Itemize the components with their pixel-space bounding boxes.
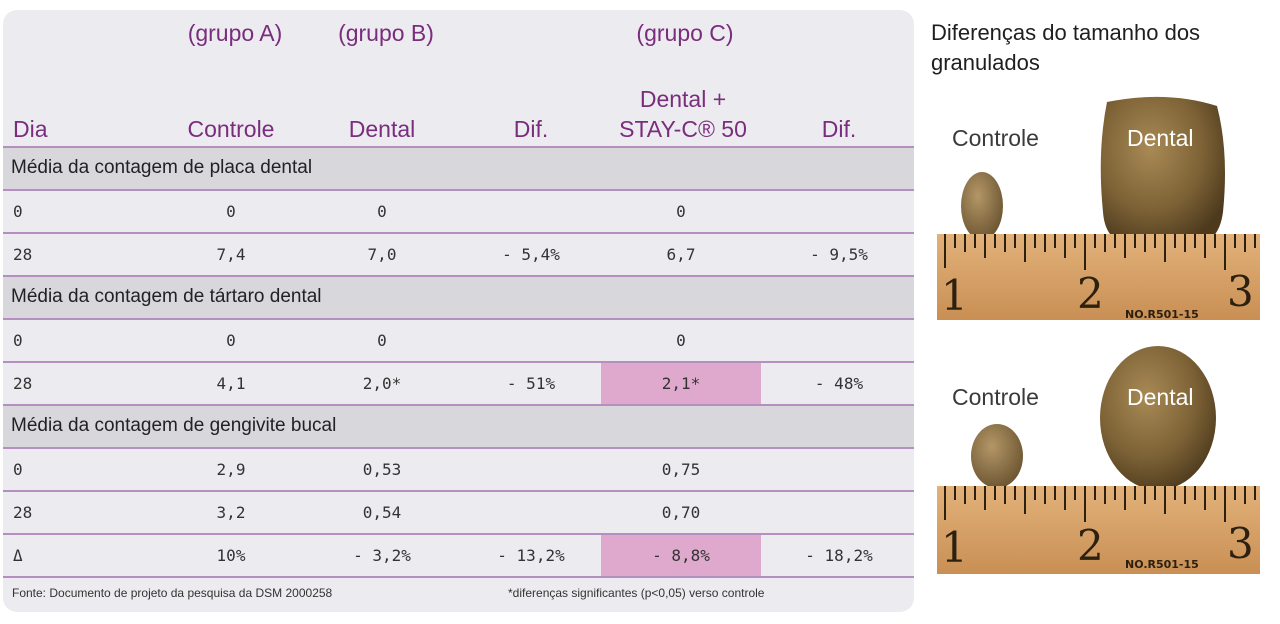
header-diff-2: Dif. bbox=[821, 116, 857, 142]
cell-dental: - 3,2% bbox=[353, 546, 411, 565]
cell-dental: 0 bbox=[377, 331, 387, 350]
row-divider bbox=[3, 189, 914, 191]
header-group-a: (grupo A) bbox=[187, 20, 283, 46]
cell-dental-stayc: 6,7 bbox=[666, 245, 696, 264]
ruler-number: 2 bbox=[1077, 269, 1104, 318]
section-tartar: Média da contagem de tártaro dental bbox=[3, 277, 914, 318]
cell-control: 10% bbox=[216, 546, 246, 565]
cell-dental-stayc: - 8,8% bbox=[652, 546, 710, 565]
cell-diff-2: - 18,2% bbox=[805, 546, 873, 565]
cell-dental-stayc: 2,1* bbox=[661, 374, 701, 393]
row-divider bbox=[3, 533, 914, 535]
ruler-ticks bbox=[944, 486, 1256, 522]
source-footnote: Fonte: Documento de projeto da pesquisa … bbox=[12, 586, 333, 600]
header-group-c: (grupo C) bbox=[636, 20, 734, 46]
header-control: Controle bbox=[187, 116, 275, 142]
ruler-number: 3 bbox=[1227, 519, 1254, 568]
ruler-number: 3 bbox=[1227, 267, 1254, 316]
control-label: Controle bbox=[952, 384, 1039, 410]
ruler-number: 1 bbox=[941, 271, 968, 320]
cell-day: 0 bbox=[13, 331, 23, 350]
cell-dental: 2,0* bbox=[362, 374, 402, 393]
ruler-mark: NO.R501-15 bbox=[1125, 558, 1199, 571]
significance-highlight bbox=[601, 535, 761, 576]
table-row: 0 0 0 0 bbox=[3, 320, 914, 361]
section-title: Média da contagem de placa dental bbox=[11, 157, 313, 178]
cell-day: 28 bbox=[13, 503, 33, 522]
cell-diff-2: - 48% bbox=[814, 374, 864, 393]
header-dental-stayc-line2: STAY-C® 50 bbox=[619, 116, 747, 142]
cell-control: 0 bbox=[226, 331, 236, 350]
ruler-mark: NO.R501-15 bbox=[1125, 308, 1199, 320]
control-label: Controle bbox=[952, 125, 1039, 151]
table-row: 0 0 0 0 bbox=[3, 191, 914, 232]
cell-diff-1: - 51% bbox=[506, 374, 556, 393]
header-dental: Dental bbox=[348, 116, 416, 142]
cell-control: 0 bbox=[226, 202, 236, 221]
row-divider bbox=[3, 232, 914, 234]
table-row: 28 3,2 0,54 0,70 bbox=[3, 492, 914, 533]
cell-dental-stayc: 0 bbox=[676, 202, 686, 221]
ruler-number: 2 bbox=[1077, 521, 1104, 570]
cell-control: 4,1 bbox=[216, 374, 246, 393]
cell-day: Δ bbox=[13, 546, 23, 565]
row-divider bbox=[3, 576, 914, 578]
table-row: 0 2,9 0,53 0,75 bbox=[3, 449, 914, 490]
cell-day: 0 bbox=[13, 460, 23, 479]
kibble-size-title: Diferenças do tamanho dos granulados bbox=[931, 20, 1201, 75]
cell-control: 2,9 bbox=[216, 460, 246, 479]
results-table: (grupo A) (grupo B) (grupo C) Dia Contro… bbox=[3, 10, 914, 612]
row-divider bbox=[3, 404, 914, 406]
section-plaque: Média da contagem de placa dental bbox=[3, 148, 914, 189]
significance-highlight bbox=[601, 363, 761, 404]
header-diff-1: Dif. bbox=[513, 116, 549, 142]
dental-label: Dental bbox=[1127, 384, 1194, 410]
ruler-ticks bbox=[944, 234, 1256, 270]
cell-dental-stayc: 0 bbox=[676, 331, 686, 350]
kibble-photo-top: 1 2 3 NO.R501-15 Controle Dental bbox=[937, 92, 1260, 320]
cell-diff-1: - 5,4% bbox=[502, 245, 560, 264]
cell-dental: 0,53 bbox=[362, 460, 402, 479]
header-dental-stayc: Dental + STAY-C® 50 bbox=[619, 84, 747, 144]
cell-day: 28 bbox=[13, 245, 33, 264]
cell-dental: 0 bbox=[377, 202, 387, 221]
row-divider bbox=[3, 318, 914, 320]
table-row: 28 7,4 7,0 - 5,4% 6,7 - 9,5% bbox=[3, 234, 914, 275]
cell-diff-1: - 13,2% bbox=[497, 546, 565, 565]
header-dental-stayc-line1: Dental + bbox=[639, 86, 727, 112]
header-rule bbox=[3, 146, 914, 148]
header-group-b: (grupo B) bbox=[338, 20, 434, 46]
header-day: Dia bbox=[13, 116, 48, 142]
table-row: Δ 10% - 3,2% - 13,2% - 8,8% - 18,2% bbox=[3, 535, 914, 576]
significance-footnote: *diferenças significantes (p<0,05) verso… bbox=[508, 586, 765, 600]
section-gingivitis: Média da contagem de gengivite bucal bbox=[3, 406, 914, 447]
row-divider bbox=[3, 447, 914, 449]
row-divider bbox=[3, 275, 914, 277]
cell-dental-stayc: 0,70 bbox=[661, 503, 701, 522]
section-title: Média da contagem de gengivite bucal bbox=[11, 415, 337, 436]
section-title: Média da contagem de tártaro dental bbox=[11, 286, 322, 307]
ruler-number: 1 bbox=[941, 523, 968, 572]
table-row: 28 4,1 2,0* - 51% 2,1* - 48% bbox=[3, 363, 914, 404]
kibble-photo-graphic: 1 2 3 NO.R501-15 bbox=[937, 346, 1260, 574]
kibble-photo-graphic: 1 2 3 NO.R501-15 bbox=[937, 96, 1260, 320]
cell-day: 28 bbox=[13, 374, 33, 393]
cell-diff-2: - 9,5% bbox=[810, 245, 868, 264]
cell-day: 0 bbox=[13, 202, 23, 221]
row-divider bbox=[3, 490, 914, 492]
cell-dental: 7,0 bbox=[367, 245, 397, 264]
row-divider bbox=[3, 361, 914, 363]
kibble-photo-bottom: 1 2 3 NO.R501-15 Controle Dental bbox=[937, 346, 1260, 574]
cell-dental-stayc: 0,75 bbox=[661, 460, 701, 479]
cell-control: 7,4 bbox=[216, 245, 246, 264]
dental-label: Dental bbox=[1127, 125, 1194, 151]
cell-dental: 0,54 bbox=[362, 503, 402, 522]
cell-control: 3,2 bbox=[216, 503, 246, 522]
